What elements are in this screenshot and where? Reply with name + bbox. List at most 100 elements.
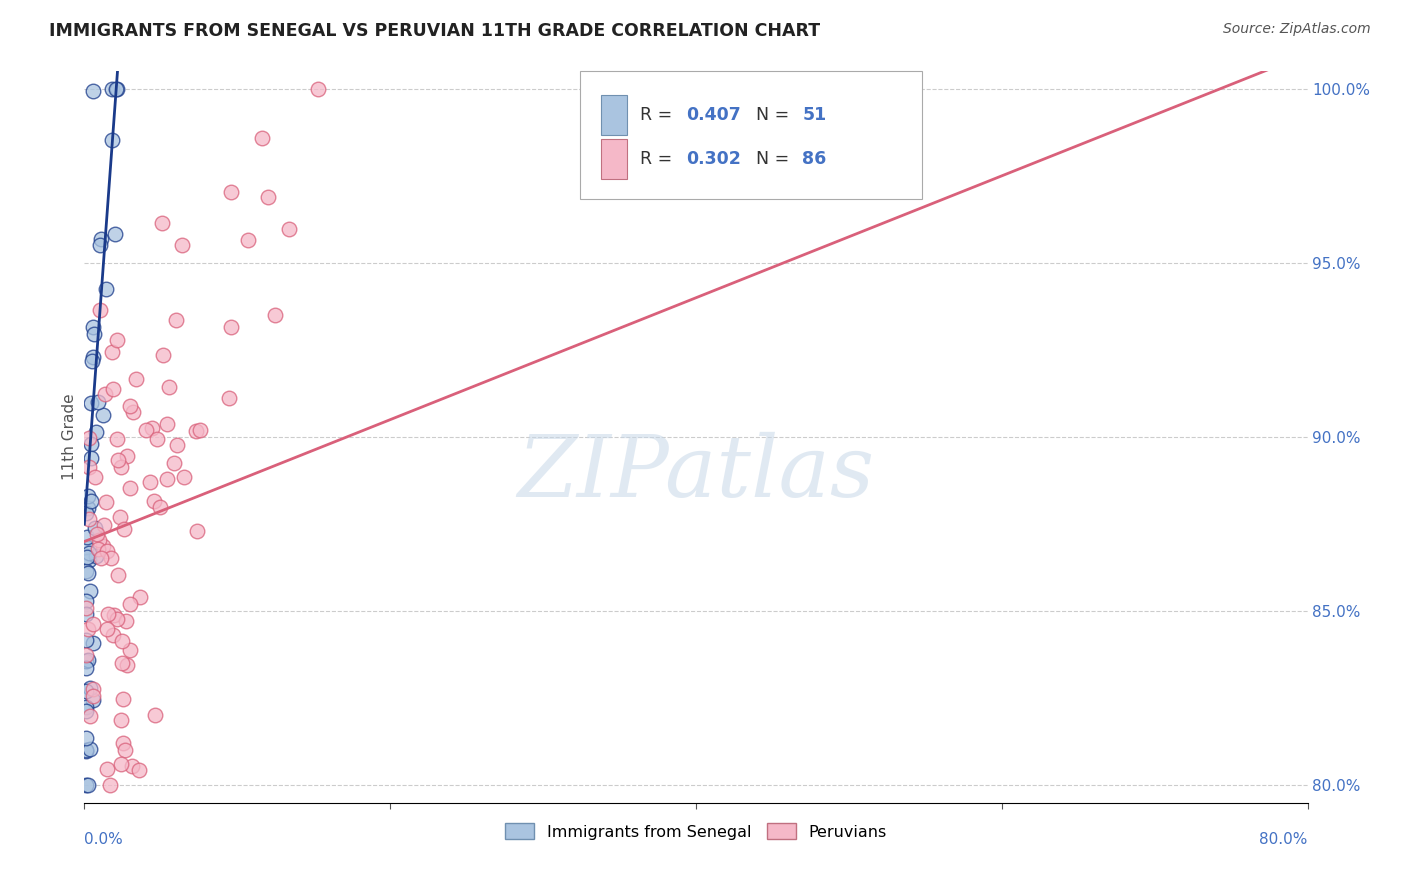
Point [142,493,165,508]
Point [87,533,110,547]
Point [101,628,124,642]
Point [75,683,97,698]
Point [76,500,98,515]
Point [76,622,98,636]
Point [77,431,100,445]
Point [122,405,145,419]
Point [107,567,129,582]
Point [87,542,110,557]
Point [219,319,242,334]
Point [170,238,193,252]
Point [82,617,104,632]
Point [77,512,100,526]
Point [307,82,329,96]
Point [90,551,112,566]
Text: 0.407: 0.407 [686,106,741,124]
Point [75,744,97,758]
Point [107,453,129,467]
Point [84,469,107,483]
Point [103,608,125,623]
Point [75,632,97,647]
Point [84,425,107,440]
Point [163,456,186,470]
Point [76,653,98,667]
Point [263,308,285,322]
Point [112,692,135,706]
Point [79,708,101,723]
Point [100,133,122,147]
Point [75,661,97,675]
Point [111,656,134,670]
Point [97,607,120,622]
Point [115,657,138,672]
Point [105,432,128,446]
Point [82,636,104,650]
Point [110,713,132,727]
Point [94,387,117,401]
Point [278,222,301,236]
Text: 80.0%: 80.0% [1260,832,1308,847]
Point [184,424,207,438]
Point [105,82,128,96]
Legend: Immigrants from Senegal, Peruvians: Immigrants from Senegal, Peruvians [499,817,893,846]
Point [139,475,162,489]
Point [186,524,208,538]
Point [82,692,104,706]
Point [79,681,101,696]
Point [110,460,132,475]
Point [114,743,136,757]
Point [93,517,115,532]
Point [98,778,121,792]
Point [91,408,114,422]
Point [79,584,101,599]
Text: N =: N = [756,150,794,168]
Point [125,372,148,386]
Point [128,763,150,777]
Point [75,506,97,520]
Text: R =: R = [640,150,678,168]
Point [86,549,108,564]
Point [121,758,143,772]
Point [96,282,118,296]
FancyBboxPatch shape [600,95,627,136]
Point [135,423,157,437]
Text: 86: 86 [803,150,827,168]
Point [75,540,97,554]
Point [75,743,97,757]
Point [115,449,138,463]
Point [149,500,172,515]
Text: R =: R = [640,106,678,124]
Point [188,423,211,437]
Point [76,549,98,564]
FancyBboxPatch shape [579,71,922,200]
Text: ZIPatlas: ZIPatlas [517,433,875,515]
Point [165,313,187,327]
Point [82,689,104,703]
Point [84,521,107,535]
Point [80,493,103,508]
Point [256,189,278,203]
Point [152,348,174,362]
Point [157,379,180,393]
Point [111,633,134,648]
Point [156,471,179,485]
Point [156,417,179,432]
Point [96,622,118,636]
Point [80,437,103,451]
Point [87,395,110,409]
Text: N =: N = [756,106,794,124]
Point [221,185,243,199]
Point [96,762,118,776]
Point [75,705,97,719]
Y-axis label: 11th Grade: 11th Grade [62,393,77,481]
Point [166,438,188,452]
Point [75,778,97,792]
Point [173,470,195,484]
Text: 0.0%: 0.0% [84,832,124,847]
Point [75,600,97,615]
Point [89,238,111,252]
Point [75,731,97,745]
Point [75,607,97,621]
Point [77,546,100,560]
Point [114,614,136,628]
